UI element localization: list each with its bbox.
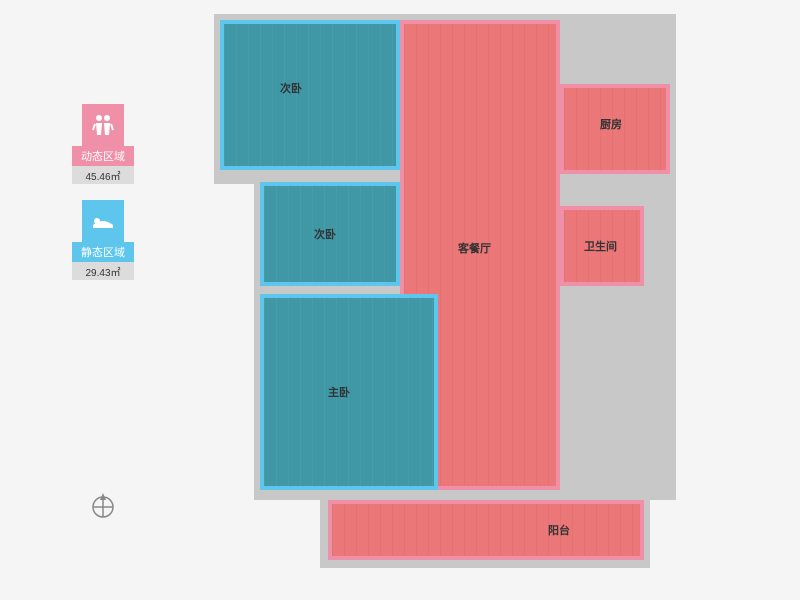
room-label-balcony: 阳台 [548, 522, 570, 538]
room-bedroom2a [220, 20, 400, 170]
compass-icon [88, 490, 118, 520]
legend-static-value: 29.43㎡ [72, 262, 134, 280]
legend-static: 静态区域 29.43㎡ [72, 200, 134, 280]
room-label-bath: 卫生间 [584, 238, 617, 254]
people-icon [82, 104, 124, 146]
legend-static-label: 静态区域 [72, 242, 134, 262]
legend-dynamic-value: 45.46㎡ [72, 166, 134, 184]
legend-dynamic: 动态区域 45.46㎡ [72, 104, 134, 184]
room-label-bedroom2b: 次卧 [314, 226, 336, 242]
room-balcony [328, 500, 644, 560]
room-label-bedroom2a: 次卧 [280, 80, 302, 96]
sleep-icon [82, 200, 124, 242]
room-label-living: 客餐厅 [458, 240, 491, 256]
legend-dynamic-label: 动态区域 [72, 146, 134, 166]
room-label-kitchen: 厨房 [600, 116, 622, 132]
floor-plan: 次卧客餐厅厨房次卧卫生间主卧阳台 [200, 10, 680, 580]
room-label-master: 主卧 [328, 384, 350, 400]
